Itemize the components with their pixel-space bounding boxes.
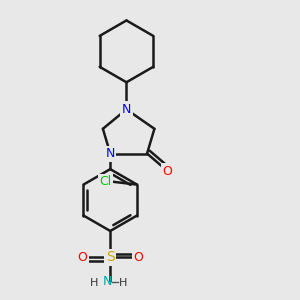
Text: N: N xyxy=(106,147,115,160)
Text: Cl: Cl xyxy=(100,175,112,188)
Text: H: H xyxy=(90,278,98,288)
Text: N: N xyxy=(103,274,112,287)
Text: N: N xyxy=(122,103,131,116)
Text: H: H xyxy=(118,278,127,288)
Text: O: O xyxy=(77,251,87,264)
Text: O: O xyxy=(163,165,172,178)
Text: S: S xyxy=(106,250,115,265)
Text: O: O xyxy=(133,251,143,264)
